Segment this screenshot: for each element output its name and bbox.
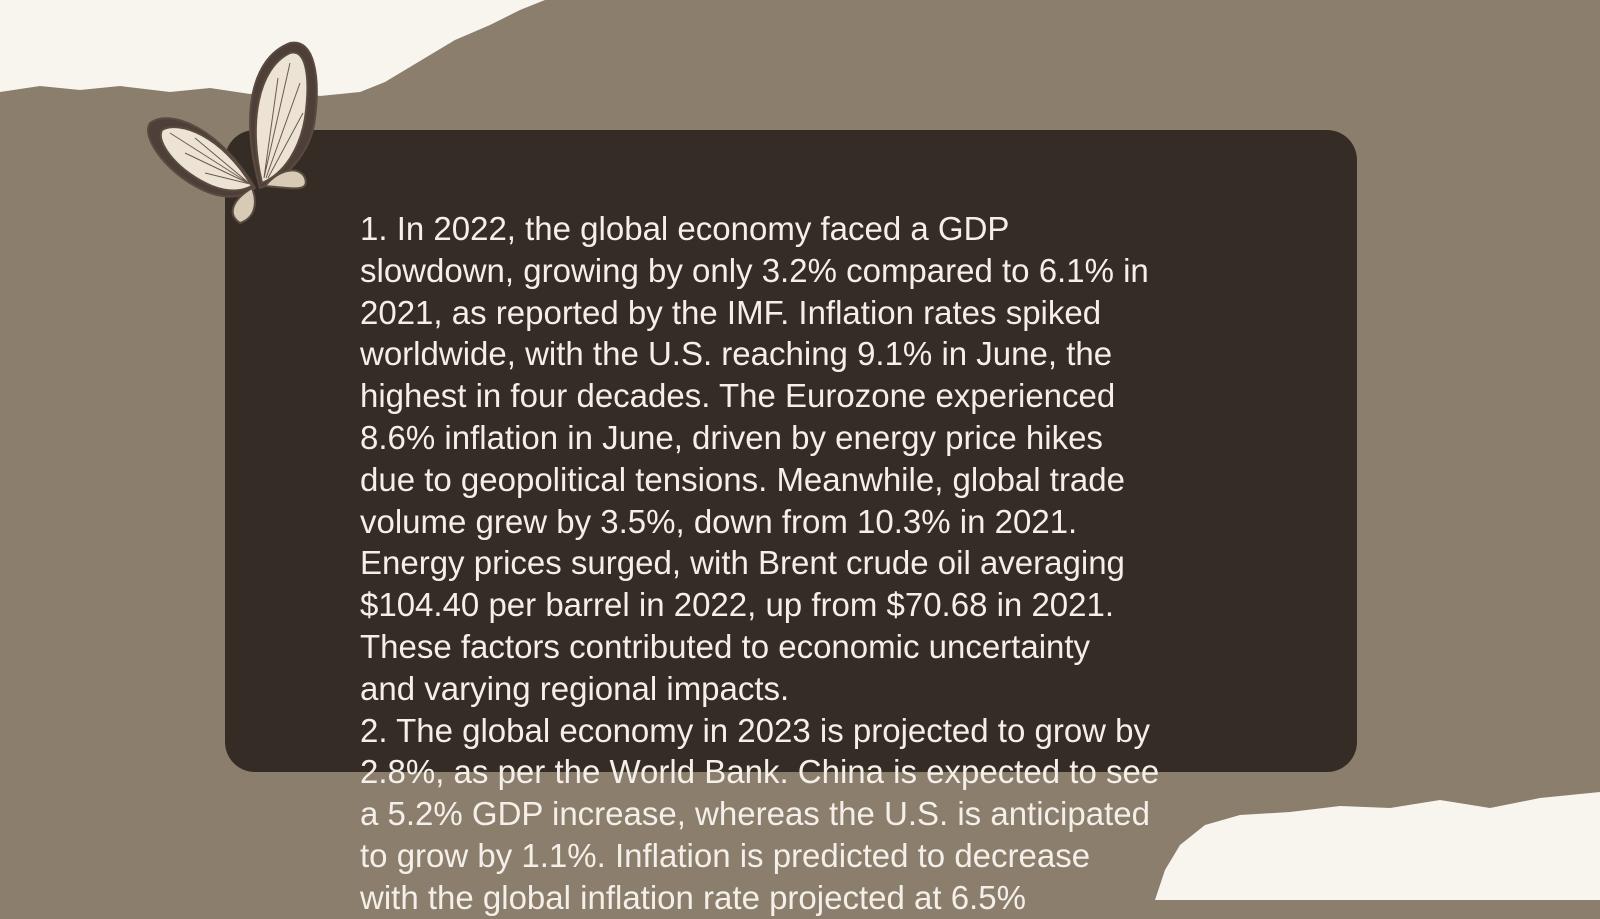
text-line: a 5.2% GDP increase, whereas the U.S. is… bbox=[360, 795, 1150, 833]
text-line: 2021, as reported by the IMF. Inflation … bbox=[360, 293, 1102, 331]
text-line: Energy prices surged, with Brent crude o… bbox=[360, 544, 1125, 582]
list-item: 1. In 2022, the global economy faced a G… bbox=[360, 208, 1260, 710]
text-line: 1. In 2022, the global economy faced a G… bbox=[360, 210, 1010, 247]
background-decor bbox=[0, 0, 545, 96]
text-line: 2. The global economy in 2023 is project… bbox=[360, 711, 1151, 749]
text-line: worldwide, with the U.S. reaching 9.1% i… bbox=[360, 335, 1113, 373]
list-item: 2. The global economy in 2023 is project… bbox=[360, 710, 1260, 919]
text-line: slowdown, growing by only 3.2% compared … bbox=[360, 251, 1149, 289]
torn-paper-top bbox=[0, 0, 545, 96]
text-line: 2.8%, as per the World Bank. China is ex… bbox=[360, 753, 1160, 791]
content-card bbox=[225, 130, 1357, 772]
text-line: volume grew by 3.5%, down from 10.3% in … bbox=[360, 502, 1078, 540]
body-text: 1. In 2022, the global economy faced a G… bbox=[360, 208, 1260, 919]
butterfly-illustration bbox=[147, 41, 318, 225]
text-line: 8.6% inflation in June, driven by energy… bbox=[360, 418, 1103, 456]
text-line: $104.40 per barrel in 2022, up from $70.… bbox=[360, 586, 1115, 624]
text-line: and varying regional impacts. bbox=[360, 669, 790, 707]
text-line: to grow by 1.1%. Inflation is predicted … bbox=[360, 836, 1091, 874]
text-line: highest in four decades. The Eurozone ex… bbox=[360, 377, 1116, 415]
text-line: with the global inflation rate projected… bbox=[360, 878, 1026, 916]
text-line: These factors contributed to economic un… bbox=[360, 627, 1091, 665]
text-line: due to geopolitical tensions. Meanwhile,… bbox=[360, 460, 1125, 498]
